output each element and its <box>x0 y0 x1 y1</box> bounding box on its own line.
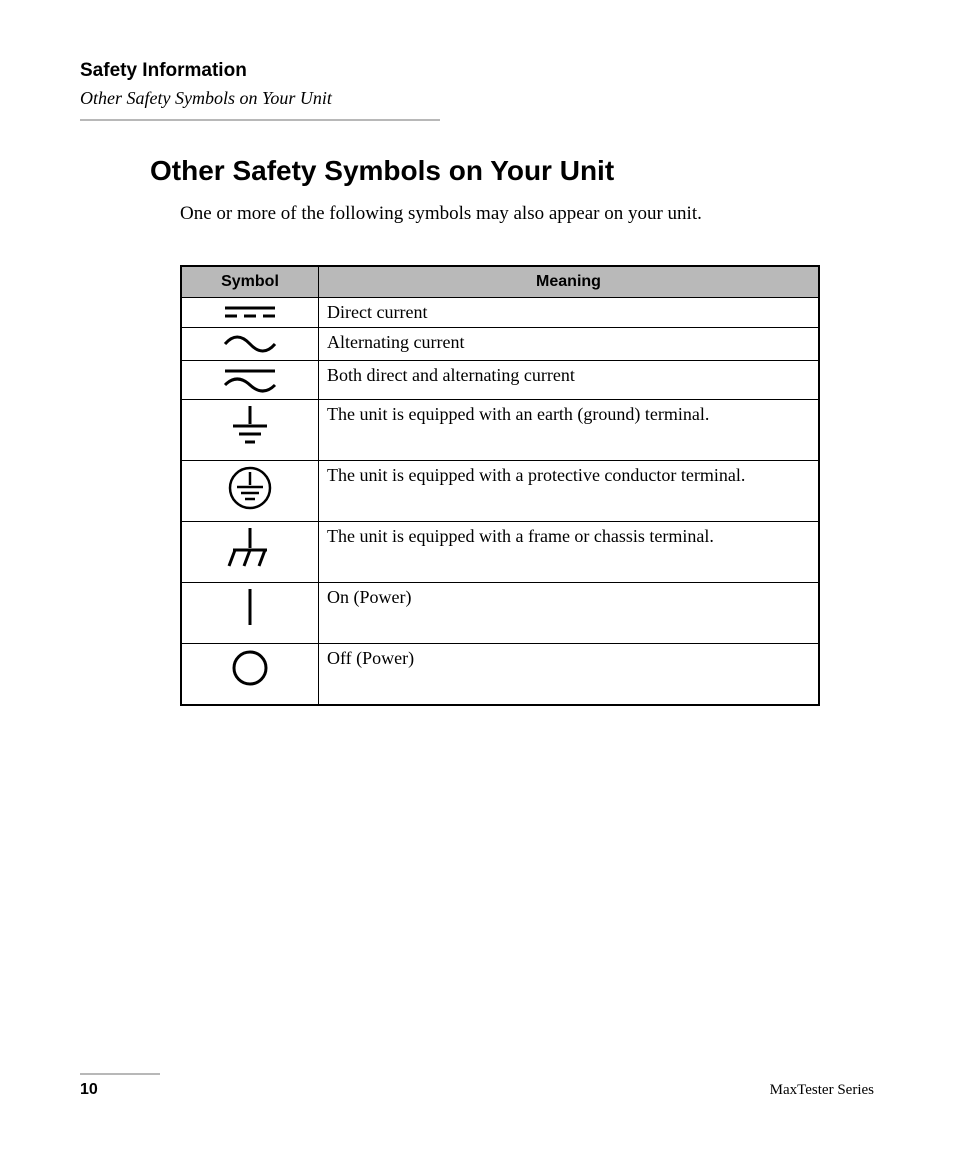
table-row: Off (Power) <box>181 644 819 706</box>
symbol-cell <box>181 361 319 400</box>
section-subtitle: Other Safety Symbols on Your Unit <box>80 88 874 109</box>
power-off-icon <box>230 648 270 688</box>
meaning-cell: The unit is equipped with a frame or cha… <box>319 522 820 583</box>
page-footer: 10 MaxTester Series <box>80 1073 874 1099</box>
symbols-table: Symbol Meaning Direct current <box>180 265 820 706</box>
page-number: 10 <box>80 1081 98 1099</box>
symbol-cell <box>181 298 319 328</box>
earth-ground-icon <box>227 404 273 448</box>
dc-icon <box>220 302 280 322</box>
meaning-cell: The unit is equipped with an earth (grou… <box>319 400 820 461</box>
table-row: The unit is equipped with a protective c… <box>181 461 819 522</box>
table-row: The unit is equipped with an earth (grou… <box>181 400 819 461</box>
section-title: Safety Information <box>80 60 874 82</box>
meaning-cell: The unit is equipped with a protective c… <box>319 461 820 522</box>
ac-icon <box>220 332 280 356</box>
document-page: Safety Information Other Safety Symbols … <box>0 0 954 1159</box>
symbol-cell <box>181 328 319 361</box>
protective-earth-icon <box>227 465 273 511</box>
chassis-ground-icon <box>227 526 273 570</box>
symbol-cell <box>181 583 319 644</box>
meaning-cell: Alternating current <box>319 328 820 361</box>
symbol-cell <box>181 400 319 461</box>
intro-paragraph: One or more of the following symbols may… <box>180 203 874 225</box>
page-header: Safety Information Other Safety Symbols … <box>80 60 874 121</box>
table-row: The unit is equipped with a frame or cha… <box>181 522 819 583</box>
meaning-cell: Direct current <box>319 298 820 328</box>
symbol-cell <box>181 644 319 706</box>
table-row: Both direct and alternating current <box>181 361 819 400</box>
symbol-cell <box>181 461 319 522</box>
symbol-cell <box>181 522 319 583</box>
table-row: On (Power) <box>181 583 819 644</box>
page-title: Other Safety Symbols on Your Unit <box>150 155 874 187</box>
table-row: Direct current <box>181 298 819 328</box>
col-symbol: Symbol <box>181 266 319 298</box>
meaning-cell: Off (Power) <box>319 644 820 706</box>
meaning-cell: Both direct and alternating current <box>319 361 820 400</box>
header-rule <box>80 119 440 121</box>
power-on-icon <box>240 587 260 627</box>
symbols-table-wrapper: Symbol Meaning Direct current <box>180 265 874 706</box>
dc-ac-icon <box>220 365 280 395</box>
footer-rule <box>80 1073 160 1075</box>
series-label: MaxTester Series <box>770 1082 874 1099</box>
col-meaning: Meaning <box>319 266 820 298</box>
meaning-cell: On (Power) <box>319 583 820 644</box>
table-header-row: Symbol Meaning <box>181 266 819 298</box>
table-row: Alternating current <box>181 328 819 361</box>
